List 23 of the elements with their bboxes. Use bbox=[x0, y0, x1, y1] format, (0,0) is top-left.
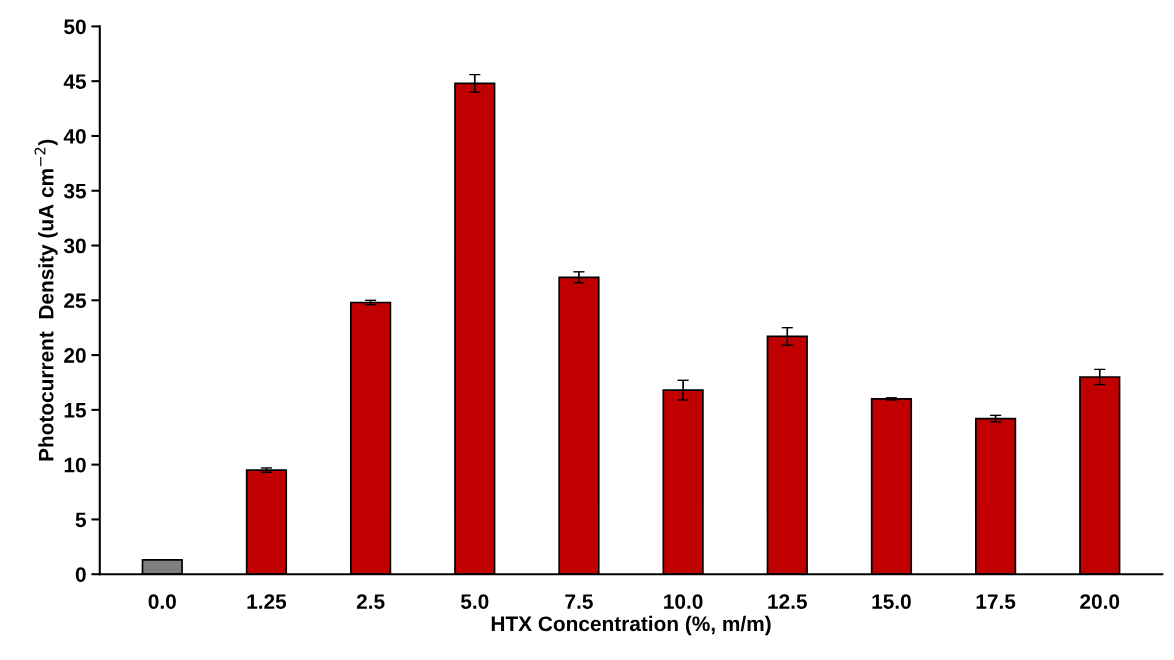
y-tick-label: 10 bbox=[64, 457, 86, 473]
x-tick-label: 10.0 bbox=[664, 594, 703, 609]
x-tick-label: 5.0 bbox=[460, 594, 489, 609]
y-tick-label: 25 bbox=[64, 293, 87, 309]
x-tick-label: 2.5 bbox=[356, 594, 385, 609]
y-tick-label: 50 bbox=[64, 19, 86, 35]
y-tick-label: 5 bbox=[75, 512, 87, 528]
x-tick-label: 12.5 bbox=[768, 594, 807, 609]
y-tick-label: 35 bbox=[63, 183, 87, 199]
x-tick-label: 7.5 bbox=[565, 594, 593, 609]
y-tick-label: 45 bbox=[63, 74, 87, 89]
x-axis-title: HTX Concentration (%, m/m) bbox=[491, 615, 771, 636]
y-tick-label: 15 bbox=[64, 403, 87, 418]
x-tick-label: 15.0 bbox=[872, 594, 911, 609]
x-tick-label: 0.0 bbox=[148, 594, 176, 609]
y-tick-label: 40 bbox=[63, 128, 86, 144]
y-axis-title: Photocurrent Density (uA cm$^{−2}$) bbox=[34, 139, 58, 461]
x-tick-label: 20.0 bbox=[1080, 594, 1120, 609]
y-tick-label: 30 bbox=[63, 238, 86, 254]
y-tick-label: 20 bbox=[64, 348, 86, 363]
x-tick-label: 17.5 bbox=[976, 594, 1016, 609]
y-tick-label: 0 bbox=[75, 567, 86, 582]
x-tick-label: 1.25 bbox=[247, 594, 287, 609]
